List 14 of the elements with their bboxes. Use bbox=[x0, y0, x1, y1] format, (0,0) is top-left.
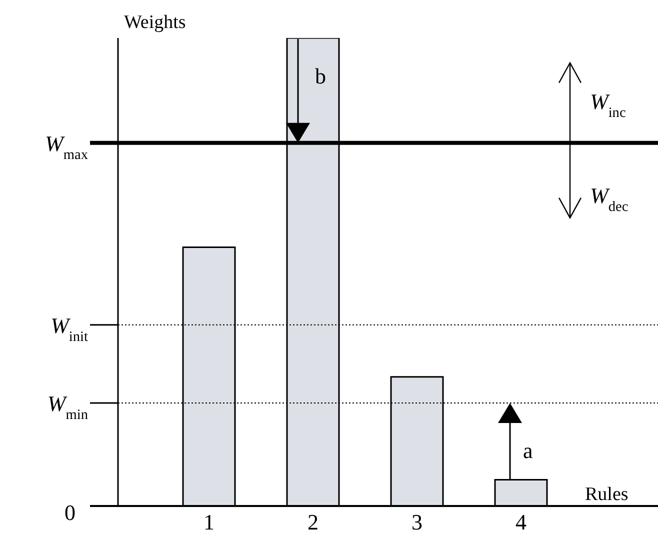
annotation: W$_{inc}$ bbox=[590, 88, 626, 121]
ref-line-label: W$_{max}$ bbox=[45, 130, 88, 163]
x-tick-label: 2 bbox=[308, 510, 318, 535]
ref-line-label: W$_{init}$ bbox=[50, 312, 88, 345]
x-tick-label: 3 bbox=[412, 510, 422, 535]
x-axis-title: Rules bbox=[585, 484, 628, 505]
annotation: a bbox=[523, 438, 533, 463]
annotation: b bbox=[315, 63, 326, 88]
x-tick-label: 1 bbox=[204, 510, 214, 535]
x-tick-label: 4 bbox=[516, 510, 526, 535]
annotation: W$_{dec}$ bbox=[590, 182, 628, 215]
text: 0 bbox=[64, 500, 76, 525]
y-axis-title: Weights bbox=[124, 12, 186, 33]
ref-line-label: W$_{min}$ bbox=[47, 391, 88, 424]
